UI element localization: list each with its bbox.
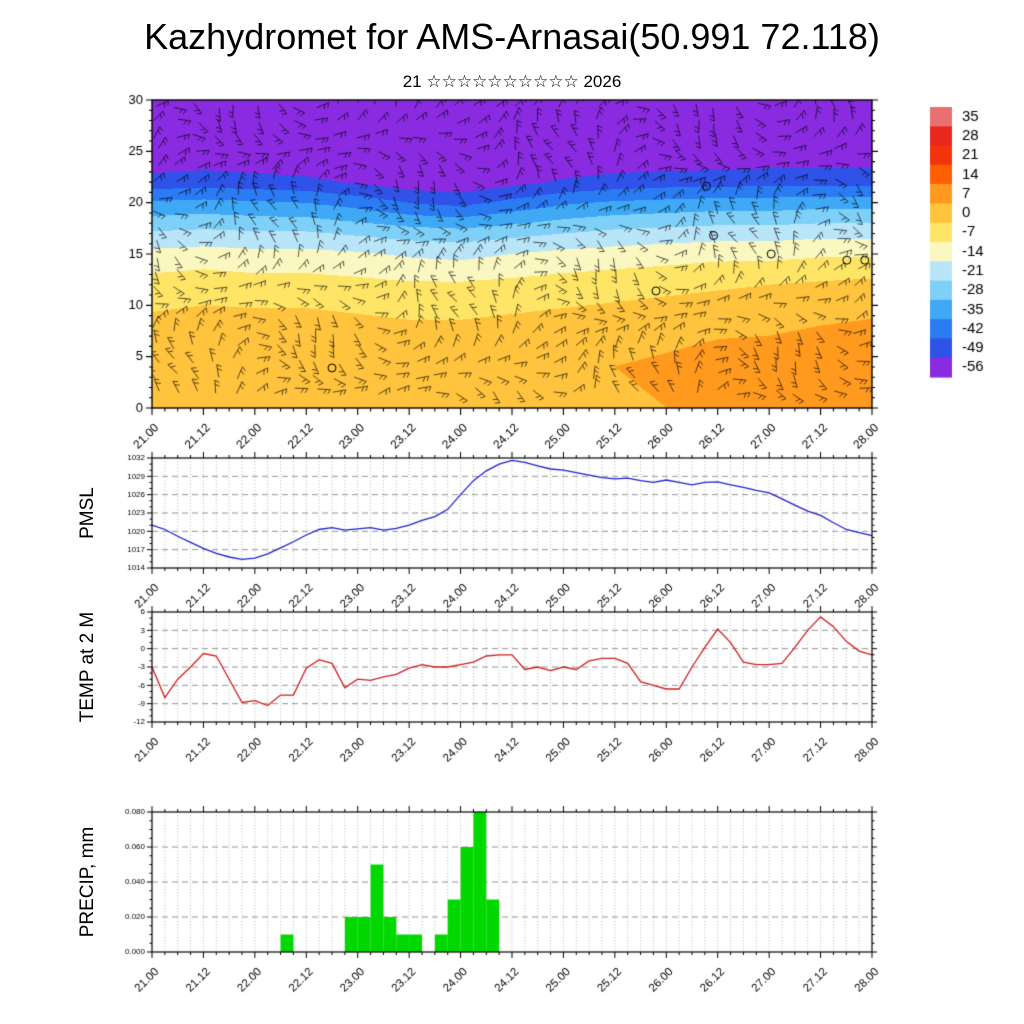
precip-axis-label: PRECIP, mm xyxy=(77,826,98,938)
page-title: Kazhydromet for AMS-Arnasai(50.991 72.11… xyxy=(144,16,880,57)
temp-axis-label: TEMP at 2 M xyxy=(77,611,98,723)
date-subtitle: 21 ☆☆☆☆☆☆☆☆☆☆ 2026 xyxy=(402,72,622,91)
